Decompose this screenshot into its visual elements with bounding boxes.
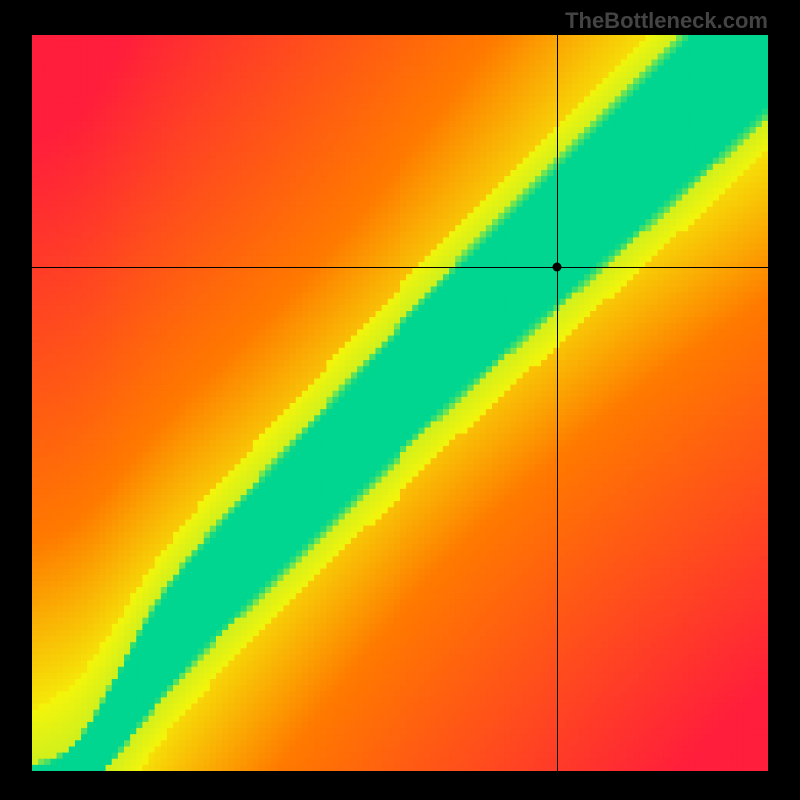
bottleneck-heatmap bbox=[32, 35, 768, 771]
heatmap-canvas bbox=[32, 35, 768, 771]
crosshair-vertical bbox=[557, 35, 558, 771]
crosshair-horizontal bbox=[32, 267, 768, 268]
watermark-text: TheBottleneck.com bbox=[565, 8, 768, 34]
marker-dot bbox=[552, 262, 561, 271]
